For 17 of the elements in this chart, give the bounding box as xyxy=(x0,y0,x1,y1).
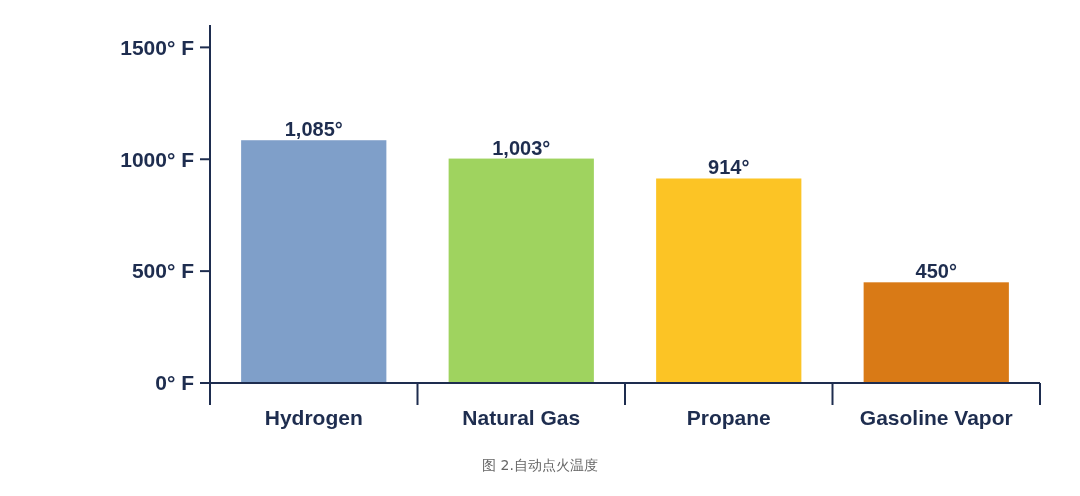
data-label: 914° xyxy=(708,156,750,179)
data-label: 1,003° xyxy=(492,136,551,159)
data-label: 1,085° xyxy=(284,118,343,141)
bar xyxy=(241,140,387,383)
y-tick-label: 500° F xyxy=(131,259,195,283)
y-tick-label: 1000° F xyxy=(120,147,195,171)
x-tick-label: Gasoline Vapor xyxy=(859,406,1013,429)
bar xyxy=(448,158,594,383)
x-tick-label: Natural Gas xyxy=(462,406,581,429)
data-label: 450° xyxy=(915,260,957,283)
y-tick-label: 1500° F xyxy=(120,35,195,59)
y-tick-label: 0° F xyxy=(155,371,195,395)
x-tick-label: Propane xyxy=(686,406,771,429)
x-tick-label: Hydrogen xyxy=(264,406,363,429)
bar xyxy=(863,282,1009,383)
bar xyxy=(656,178,802,383)
caption: 图 2.自动点火温度 xyxy=(482,457,598,473)
